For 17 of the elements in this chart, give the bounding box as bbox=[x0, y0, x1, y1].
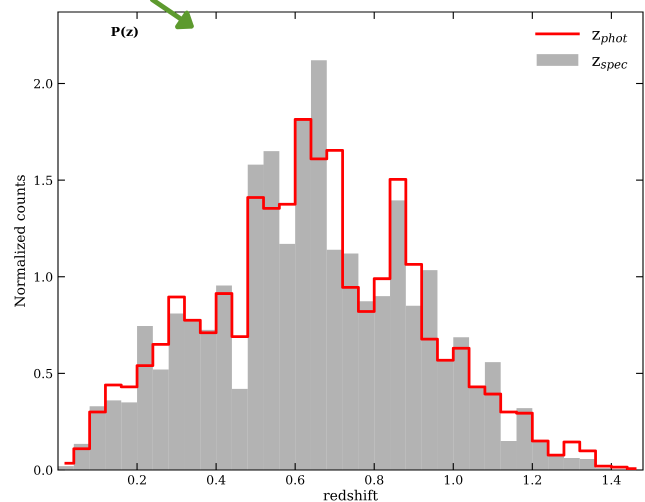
y-tick-label: 1.5 bbox=[34, 176, 52, 186]
y-tick-label: 0.0 bbox=[34, 465, 52, 475]
x-tick-label: 0.4 bbox=[206, 475, 226, 485]
y-tick-label: 0.5 bbox=[34, 368, 52, 378]
x-tick-label: 0.8 bbox=[365, 475, 384, 485]
x-tick-label: 1.4 bbox=[602, 475, 621, 485]
x-tick-label: 0.2 bbox=[128, 475, 146, 485]
x-tick-label: 1.0 bbox=[444, 475, 462, 485]
x-axis-title: redshift bbox=[324, 490, 378, 500]
y-tick-label: 2.0 bbox=[34, 78, 52, 88]
annotation: P(z) bbox=[111, 26, 138, 38]
y-tick-label: 1.0 bbox=[34, 272, 52, 282]
x-tick-label: 1.2 bbox=[524, 475, 542, 485]
y-axis-title: Normalized counts bbox=[14, 175, 26, 307]
x-tick-label: 0.6 bbox=[286, 475, 304, 485]
legend-label: z$_{phot}$ bbox=[592, 30, 628, 45]
legend-label: z$_{spec}$ bbox=[592, 57, 628, 71]
